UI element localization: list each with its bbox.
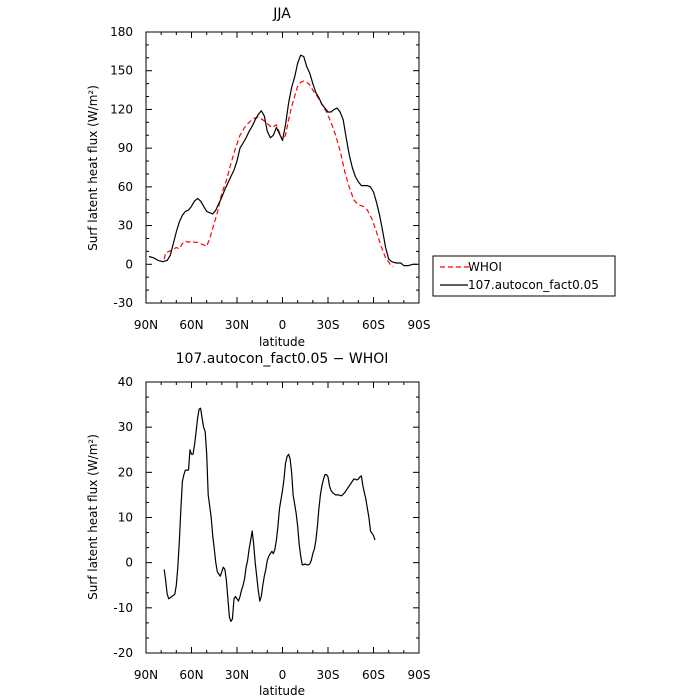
axis-ticks-top: 90N 60N 30N 0 30S 60S 90S -30 0 30 60 90 120 150 180 xyxy=(110,25,430,332)
x-axis-label-top: latitude xyxy=(259,335,305,349)
y-axis-label-bottom: Surf latent heat flux (W/m²) xyxy=(86,434,100,600)
chart-title-top: JJA xyxy=(272,6,291,22)
x-tick-label-bottom: 90N xyxy=(134,668,158,682)
series-line-top-0 xyxy=(163,80,394,268)
y-tick-label-bottom: -10 xyxy=(113,601,133,615)
legend-label-model: 107.autocon_fact0.05 xyxy=(468,278,599,292)
x-tick-label-bottom: 90S xyxy=(408,668,431,682)
legend-label-whoi: WHOI xyxy=(468,260,502,274)
y-tick-label-bottom: 30 xyxy=(118,420,133,434)
y-tick-label-bottom: 0 xyxy=(125,556,133,570)
x-tick-label-top: 0 xyxy=(279,318,287,332)
x-axis-label-bottom: latitude xyxy=(259,684,305,698)
x-tick-label-top: 60N xyxy=(179,318,203,332)
series-lines-top xyxy=(148,54,418,268)
y-tick-label-bottom: 10 xyxy=(118,511,133,525)
series-lines-bottom xyxy=(163,407,376,622)
x-tick-label-bottom: 0 xyxy=(279,668,287,682)
y-tick-label-bottom: -20 xyxy=(113,646,133,660)
legend: WHOI 107.autocon_fact0.05 xyxy=(432,255,616,297)
x-tick-label-top: 30N xyxy=(225,318,249,332)
y-tick-label-top: 180 xyxy=(110,25,133,39)
y-axis-label-top: Surf latent heat flux (W/m²) xyxy=(86,85,100,251)
x-tick-label-bottom: 60S xyxy=(362,668,385,682)
axis-ticks-bottom: 90N 60N 30N 0 30S 60S 90S -20 -10 0 10 20 30 40 xyxy=(113,375,430,682)
x-tick-label-top: 30S xyxy=(317,318,340,332)
legend-box xyxy=(432,255,616,297)
series-line-bottom-0 xyxy=(163,407,376,622)
chart-panel-bottom: 107.autocon_fact0.05 − WHOI latitude Sur… xyxy=(86,351,430,698)
y-tick-label-top: 60 xyxy=(118,180,133,194)
x-tick-label-top: 90S xyxy=(408,318,431,332)
chart-title-bottom: 107.autocon_fact0.05 − WHOI xyxy=(176,351,389,367)
x-tick-label-top: 90N xyxy=(134,318,158,332)
y-tick-label-top: 30 xyxy=(118,219,133,233)
x-tick-label-bottom: 30N xyxy=(225,668,249,682)
y-tick-label-bottom: 40 xyxy=(118,375,133,389)
y-tick-label-bottom: 20 xyxy=(118,465,133,479)
plot-frame-top xyxy=(145,31,420,304)
plot-frame-bottom xyxy=(145,381,420,654)
x-tick-label-bottom: 60N xyxy=(179,668,203,682)
y-tick-label-top: 150 xyxy=(110,64,133,78)
chart-panel-top: JJA latitude Surf latent heat flux (W/m²… xyxy=(86,6,430,349)
y-tick-label-top: 0 xyxy=(125,257,133,271)
x-tick-label-bottom: 30S xyxy=(317,668,340,682)
y-tick-label-top: 120 xyxy=(110,102,133,116)
y-tick-label-top: -30 xyxy=(113,296,133,310)
series-line-top-1 xyxy=(148,54,418,267)
x-tick-label-top: 60S xyxy=(362,318,385,332)
y-tick-label-top: 90 xyxy=(118,141,133,155)
